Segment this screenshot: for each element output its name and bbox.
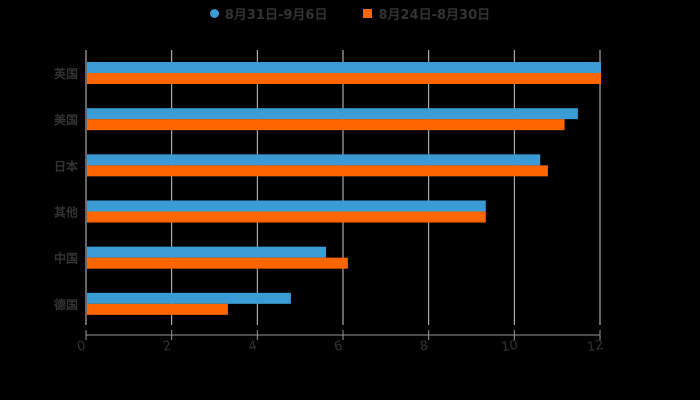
y-category-label: 德国	[54, 297, 78, 312]
legend-item-series-1[interactable]: 8月24日-8月30日	[363, 4, 490, 23]
y-category-label: 美国	[54, 112, 78, 127]
bar-series-0	[87, 292, 291, 304]
chart-legend: 8月31日-9月6日 8月24日-8月30日	[0, 4, 700, 23]
bar-series-1	[87, 303, 228, 315]
x-tick-label: 12	[586, 338, 605, 356]
legend-marker-square-icon	[363, 9, 373, 18]
y-category-label: 中国	[54, 251, 78, 266]
y-category-label: 英国	[54, 66, 78, 81]
bar-series-0	[87, 246, 327, 258]
bar-series-0	[87, 154, 541, 166]
x-tick-label: 2	[162, 338, 173, 354]
bar-series-1	[87, 73, 601, 84]
legend-item-series-0[interactable]: 8月31日-9月6日	[209, 4, 328, 23]
legend-label: 8月24日-8月30日	[378, 8, 491, 23]
x-tick-label: 6	[333, 338, 344, 354]
bar-series-1	[87, 165, 548, 177]
bar-series-1	[87, 119, 565, 131]
bar-series-0	[87, 200, 486, 212]
bar-series-1	[87, 211, 486, 223]
x-tick-label: 10	[500, 338, 519, 356]
bar-series-1	[87, 257, 348, 269]
x-tick-label: 4	[247, 338, 258, 354]
x-tick-label: 8	[419, 338, 430, 354]
x-tick-label: 0	[76, 338, 87, 354]
legend-label: 8月31日-9月6日	[224, 8, 328, 23]
y-category-label: 日本	[54, 158, 78, 173]
legend-marker-circle-icon	[209, 9, 219, 18]
y-category-label: 其他	[54, 205, 78, 220]
bar-series-0	[87, 108, 578, 120]
bar-series-0	[87, 62, 601, 73]
